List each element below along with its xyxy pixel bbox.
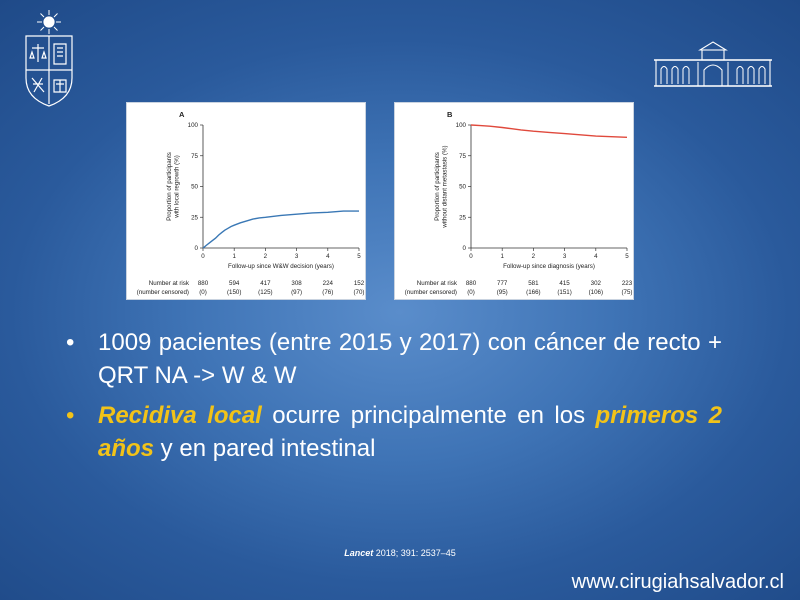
- series-line: [202, 210, 359, 249]
- x-tick-label: 2: [532, 253, 536, 260]
- y-axis-label: Proportion of participantswithout distan…: [434, 145, 449, 228]
- citation-journal: Lancet: [344, 548, 374, 558]
- hospital-building-logo: [654, 41, 772, 87]
- bullet-item: • Recidiva local ocurre principalmente e…: [62, 399, 722, 465]
- website-url: www.cirugiahsalvador.cl: [571, 571, 784, 593]
- y-tick-label: 50: [459, 184, 466, 191]
- risk-at-risk-value: 880: [466, 280, 477, 287]
- y-tick-label: 0: [195, 245, 199, 252]
- risk-at-risk-value: 880: [198, 280, 209, 287]
- risk-censored-value: (95): [497, 289, 508, 296]
- risk-censored-value: (75): [621, 289, 632, 296]
- bullet-dot: •: [66, 402, 75, 429]
- risk-table-label-line: (number censored): [405, 289, 457, 296]
- x-tick-label: 5: [625, 253, 629, 260]
- panel-letter: A: [179, 110, 185, 119]
- risk-table-label-line: Number at risk: [417, 280, 458, 287]
- risk-at-risk-value: 152: [354, 280, 365, 287]
- x-tick-label: 2: [264, 253, 268, 260]
- y-tick-label: 75: [459, 153, 466, 160]
- y-axis-label: Proportion of participantswith local reg…: [166, 152, 181, 221]
- risk-at-risk-value: 223: [622, 280, 633, 287]
- citation-details: 2018; 391: 2537–45: [373, 548, 456, 558]
- risk-censored-value: (125): [258, 289, 272, 296]
- y-tick-label: 50: [191, 184, 198, 191]
- bullet-item: • 1009 pacientes (entre 2015 y 2017) con…: [62, 326, 722, 392]
- x-tick-label: 0: [201, 253, 205, 260]
- bullet-text: 1009 pacientes (entre 2015 y 2017) con c…: [98, 329, 722, 389]
- highlight-primeros-anos: primeros 2 años: [98, 402, 723, 462]
- y-axis-label-line: Proportion of participants: [166, 152, 173, 221]
- x-tick-label: 0: [469, 253, 473, 260]
- bullet-text: y en pared intestinal: [154, 435, 376, 462]
- y-axis-label-line: with local regrowth (%): [174, 155, 181, 219]
- y-tick-label: 25: [191, 214, 198, 221]
- x-axis-label: Follow-up since diagnosis (years): [503, 263, 595, 270]
- risk-censored-value: (106): [589, 289, 603, 296]
- chart-panel-a: A 0 25 50 75 100 0 1 2 3 4 5 Proportion of participa…: [126, 102, 366, 300]
- citation: Lancet 2018; 391: 2537–45: [0, 548, 800, 558]
- risk-censored-value: (150): [227, 289, 241, 296]
- y-axis-label-line: without distant metastasis (%): [442, 145, 449, 228]
- risk-table-label-line: (number censored): [137, 289, 189, 296]
- y-tick-label: 100: [456, 122, 467, 129]
- bullet-list: • 1009 pacientes (entre 2015 y 2017) con…: [62, 326, 722, 472]
- panel-letter: B: [447, 110, 453, 119]
- chart-panel-b: B 0 25 50 75 100 0 1 2 3 4 5 Proportion of participa…: [394, 102, 634, 300]
- y-tick-label: 0: [463, 245, 467, 252]
- risk-censored-value: (151): [557, 289, 571, 296]
- y-tick-label: 25: [459, 214, 466, 221]
- x-tick-label: 3: [563, 253, 567, 260]
- bullet-text: ocurre principalmente en los: [261, 402, 596, 429]
- y-tick-label: 75: [191, 153, 198, 160]
- series-line: [470, 124, 628, 138]
- risk-censored-value: (76): [322, 289, 333, 296]
- x-tick-label: 3: [295, 253, 299, 260]
- risk-at-risk-value: 417: [260, 280, 271, 287]
- risk-at-risk-value: 302: [591, 280, 602, 287]
- x-tick-label: 1: [500, 253, 504, 260]
- risk-censored-value: (0): [199, 289, 207, 296]
- bullet-dot: •: [66, 329, 75, 356]
- risk-at-risk-value: 581: [528, 280, 539, 287]
- x-tick-label: 4: [594, 253, 598, 260]
- risk-censored-value: (97): [291, 289, 302, 296]
- university-crest-logo: [25, 10, 73, 107]
- risk-censored-value: (0): [467, 289, 475, 296]
- distant-metastasis-chart: B 0 25 50 75 100 0 1 2 3 4 5 Proportion of participa…: [405, 110, 633, 296]
- x-axis-label: Follow-up since W&W decision (years): [228, 263, 334, 270]
- risk-at-risk-value: 224: [323, 280, 334, 287]
- risk-table-label: Number at risk (number censored): [137, 280, 190, 296]
- risk-at-risk-value: 777: [497, 280, 508, 287]
- local-regrowth-chart: A 0 25 50 75 100 0 1 2 3 4 5 Proportion of participa…: [137, 110, 365, 296]
- risk-table-label-line: Number at risk: [149, 280, 190, 287]
- risk-table-label: Number at risk (number censored): [405, 280, 458, 296]
- risk-at-risk-value: 415: [559, 280, 570, 287]
- y-tick-label: 100: [188, 122, 199, 129]
- highlight-recidiva-local: Recidiva local: [98, 402, 262, 429]
- risk-censored-value: (166): [526, 289, 540, 296]
- risk-censored-value: (70): [353, 289, 364, 296]
- y-axis-label-line: Proportion of participants: [434, 152, 441, 221]
- x-tick-label: 5: [357, 253, 361, 260]
- x-tick-label: 1: [232, 253, 236, 260]
- risk-at-risk-value: 308: [291, 280, 302, 287]
- risk-at-risk-value: 594: [229, 280, 240, 287]
- x-tick-label: 4: [326, 253, 330, 260]
